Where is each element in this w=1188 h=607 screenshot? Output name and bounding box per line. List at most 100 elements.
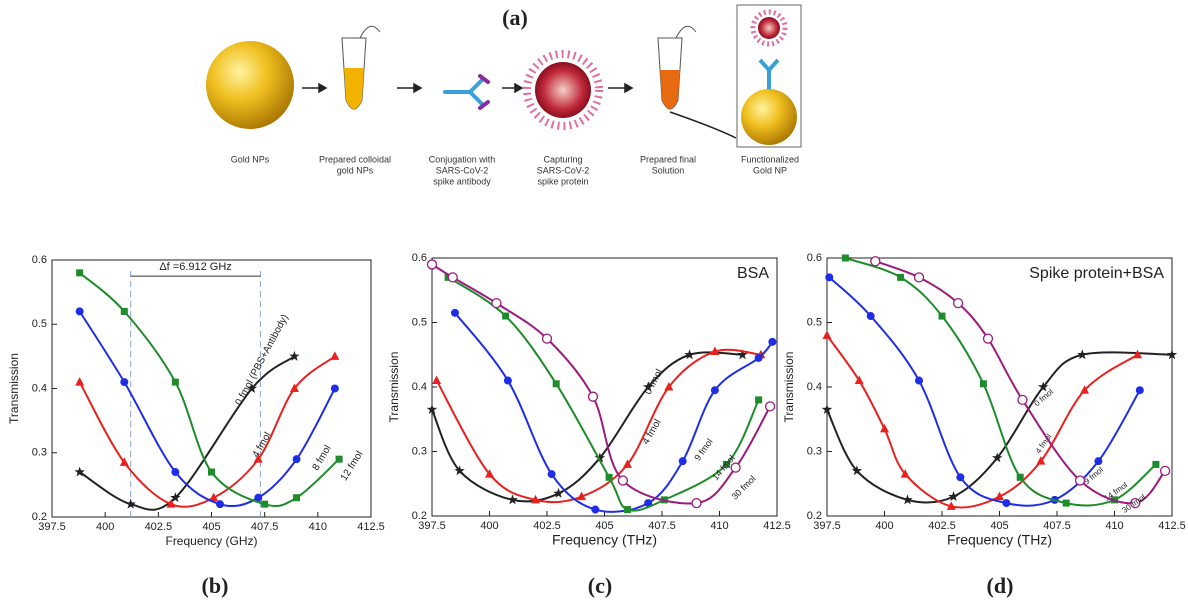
plot-frame [826, 257, 1173, 517]
x-tick-label: 412.5 [357, 521, 385, 533]
chart: 397.5 400 402.5 405 407.5 410 412.5 0.2 0.3 0.4 0.… [7, 254, 385, 598]
marker [902, 494, 913, 505]
marker [880, 423, 889, 433]
panel-label: (c) [588, 573, 612, 598]
x-axis-title: Frequency (THz) [947, 532, 1052, 548]
marker [485, 469, 494, 478]
marker [330, 384, 339, 393]
step-label: SARS-CoV-2 [537, 165, 590, 175]
marker [664, 382, 674, 391]
tube [341, 25, 381, 110]
y-tick-label: 0.5 [412, 316, 427, 328]
marker [1017, 394, 1028, 406]
y-tick-label: 0.6 [807, 252, 822, 264]
marker [1166, 349, 1178, 360]
curve-label: 4 fmol [641, 418, 664, 447]
panel-label: (b) [202, 573, 229, 598]
marker [531, 494, 540, 504]
marker [75, 377, 85, 386]
marker [587, 391, 599, 402]
step-label: Functionalized [741, 154, 799, 164]
x-tick-label: 400 [875, 520, 893, 532]
marker [432, 375, 442, 385]
marker [913, 272, 925, 283]
marker [1152, 460, 1160, 468]
marker [594, 452, 606, 463]
x-tick-label: 410 [1105, 520, 1123, 532]
marker [854, 375, 864, 385]
marker [605, 473, 613, 481]
marker [1074, 475, 1086, 486]
marker [952, 297, 964, 309]
marker [755, 396, 763, 404]
marker [730, 462, 741, 473]
schematic [206, 4, 802, 148]
curve [432, 351, 743, 503]
y-tick-label: 0.6 [32, 254, 47, 266]
marker [897, 273, 905, 281]
y-tick-label: 0.3 [807, 445, 822, 457]
marker [426, 259, 438, 270]
marker [764, 401, 776, 412]
curve-label: 0 fmol [1033, 387, 1056, 408]
marker [289, 350, 300, 361]
y-tick-label: 0.4 [412, 381, 427, 393]
marker [1037, 381, 1049, 392]
step-label: gold NPs [337, 165, 374, 175]
x-axis-title: Frequency (GHz) [165, 534, 257, 548]
marker [577, 491, 586, 501]
marker [1133, 349, 1142, 359]
tube [657, 25, 737, 139]
y-tick-label: 0.4 [32, 382, 47, 394]
curve [435, 348, 762, 504]
curve-label: 0 fmol (PBS+Antibody) [233, 313, 290, 408]
marker [119, 457, 129, 466]
y-tick-label: 0.5 [807, 316, 822, 328]
y-tick-label: 0.5 [32, 318, 47, 330]
marker [979, 380, 987, 388]
curve [874, 260, 1166, 505]
x-tick-label: 405 [990, 520, 1008, 532]
step-label: spike antibody [433, 176, 491, 186]
marker [737, 349, 748, 360]
plot-frame [51, 259, 372, 518]
marker [293, 494, 301, 502]
curve [447, 276, 760, 512]
curve [432, 263, 771, 505]
marker [1130, 497, 1141, 509]
marker [768, 337, 777, 346]
marker [166, 499, 176, 508]
marker [915, 376, 923, 385]
marker [171, 378, 179, 386]
marker [938, 312, 946, 320]
x-tick-label: 397.5 [813, 520, 841, 532]
annotation-text: Δf =6.912 GHz [159, 261, 231, 273]
x-tick-label: 402.5 [145, 521, 173, 533]
marker [710, 386, 719, 395]
curve [827, 334, 1139, 509]
marker [330, 351, 340, 360]
marker [1094, 457, 1103, 466]
marker [678, 457, 687, 466]
y-tick-label: 0.6 [412, 252, 427, 264]
arrows [302, 82, 634, 94]
y-tick-label: 0.3 [412, 445, 427, 457]
x-tick-label: 405 [595, 520, 613, 532]
marker [447, 272, 458, 283]
step-label: Gold NPs [231, 154, 270, 164]
marker [292, 455, 301, 464]
marker [503, 376, 512, 385]
x-tick-label: 397.5 [38, 521, 66, 533]
chart: 397.5 400 402.5 405 407.5 410 412.5 0.2 0.3 0.4 0.… [387, 252, 791, 598]
marker [1077, 349, 1088, 360]
marker [642, 381, 654, 392]
marker [125, 498, 136, 509]
marker [1002, 499, 1011, 508]
y-axis-title: Transmission [7, 353, 21, 424]
marker [541, 333, 553, 344]
step-label: Conjugation with [429, 154, 496, 164]
marker [617, 475, 629, 486]
result-box [736, 4, 802, 148]
x-tick-label: 410 [710, 520, 728, 532]
